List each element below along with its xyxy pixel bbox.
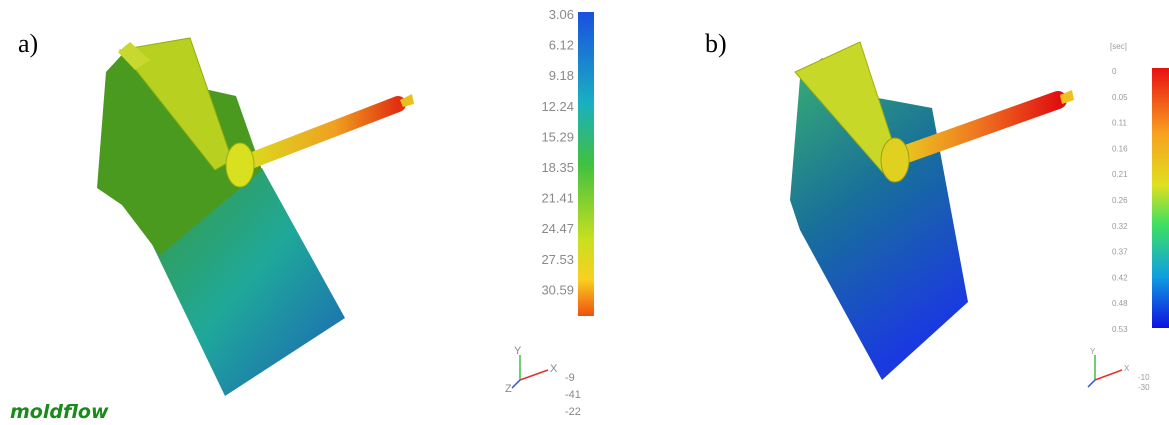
scale-label: 0.37 [1112,248,1128,257]
scale-label: 24.47 [541,221,574,236]
color-scale [1152,68,1169,328]
scale-label: 27.53 [541,252,574,267]
scale-label: 0.11 [1112,119,1128,128]
scale-label: 9.18 [549,68,574,83]
view-angle: -10 [1138,373,1150,382]
scale-label: 18.35 [541,160,574,175]
panel-label: b) [705,29,727,58]
scale-label: 21.41 [541,191,574,206]
axis-label: X [1124,364,1130,373]
scale-label: 0 [1112,67,1117,76]
scale-label: 0.26 [1112,196,1128,205]
scale-label: 0.48 [1112,299,1128,308]
axis-label: Y [514,345,522,357]
axis-triad [512,355,1122,388]
scale-label: 15.29 [541,129,574,144]
model-render [97,38,414,396]
logo: moldflow [10,401,109,423]
scale-label: 6.12 [549,38,574,53]
scale-label: 0.53 [1112,325,1128,334]
scale-label: 0.05 [1112,93,1128,102]
figure: a) b) Y X Z -9 -41 -22 Y X -10 -30 [sec]… [0,0,1169,425]
scale-label: 0.21 [1112,170,1128,179]
model-render [790,42,1074,380]
axis-label: Z [505,383,512,395]
scale-label: 12.24 [541,99,574,114]
scale-unit: [sec] [1110,42,1127,51]
scale-label: 3.06 [549,7,574,22]
scale-label: 0.42 [1112,273,1128,282]
view-angle: -22 [565,406,581,418]
axis-label: Y [1090,347,1096,356]
view-angle: -9 [565,372,575,384]
scale-label: 0.32 [1112,222,1128,231]
view-angle: -30 [1138,383,1150,392]
view-angle: -41 [565,389,581,401]
scale-label: 30.59 [541,282,574,297]
color-scale [578,12,594,316]
axis-label: X [550,363,558,375]
scale-label: 0.16 [1112,144,1128,153]
panel-label: a) [18,29,38,58]
